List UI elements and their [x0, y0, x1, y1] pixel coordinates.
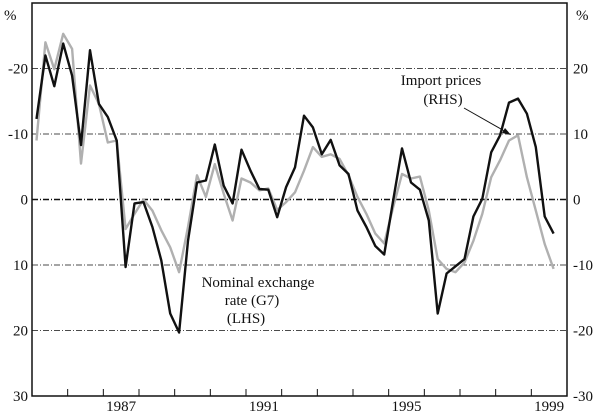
- annotation-exchange-rate: Nominal exchange rate (G7) (LHS): [202, 275, 315, 327]
- right-tick-label: 0: [573, 193, 581, 209]
- x-tick-label: 1987: [106, 399, 137, 414]
- x-ticks: 1987 1991 1995 1999: [67, 389, 564, 414]
- left-tick-label: 20: [13, 324, 28, 340]
- x-tick-label: 1991: [249, 399, 279, 414]
- annotation-exchange-line1: Nominal exchange: [202, 275, 315, 291]
- annotation-exchange-line2: rate (G7): [225, 293, 280, 309]
- right-tick-label: -30: [573, 389, 593, 405]
- right-tick-label: -20: [573, 324, 593, 340]
- left-tick-label: 30: [13, 389, 28, 405]
- right-unit-label: %: [576, 8, 589, 24]
- annotation-exchange-line3: (LHS): [227, 311, 265, 327]
- annotation-import-line1: Import prices: [401, 73, 482, 89]
- right-tick-label: -10: [573, 258, 593, 274]
- series-lines: [35, 32, 555, 334]
- arrow-head-icon: [502, 128, 511, 135]
- right-tick-label: 20: [573, 62, 588, 78]
- left-tick-label: 10: [13, 258, 28, 274]
- right-tick-label: 10: [573, 127, 588, 143]
- left-tick-label: 0: [21, 193, 29, 209]
- series-exchange-rate: [35, 42, 555, 334]
- series-import-prices: [35, 32, 555, 274]
- left-unit-label: %: [4, 8, 17, 24]
- annotation-arrow: [463, 107, 509, 134]
- left-tick-label: -20: [8, 62, 28, 78]
- x-tick-label: 1995: [392, 399, 422, 414]
- left-axis: % -20 -10 0 10 20 30: [4, 8, 28, 405]
- plot-frame: [31, 2, 568, 397]
- x-tick-label: 1999: [534, 399, 564, 414]
- left-tick-label: -10: [8, 127, 28, 143]
- right-axis: % 20 10 0 -10 -20 -30: [573, 8, 593, 405]
- annotation-import-prices: Import prices (RHS): [401, 73, 511, 135]
- annotation-import-line2: (RHS): [423, 92, 462, 108]
